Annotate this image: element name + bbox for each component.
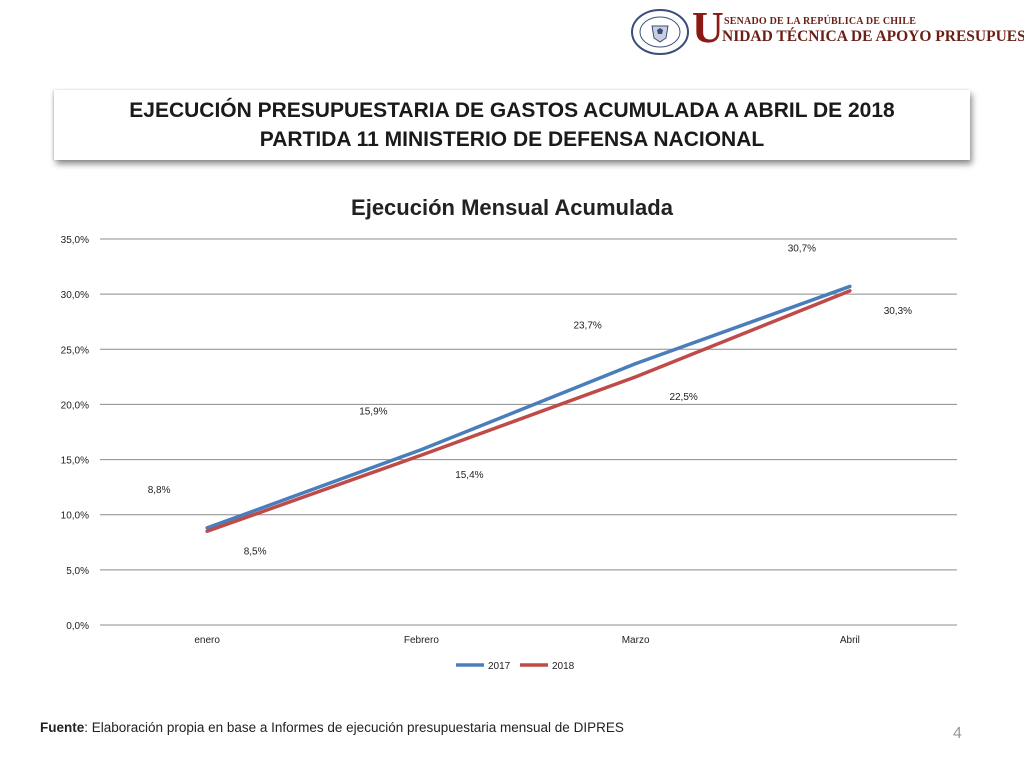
page-title: EJECUCIÓN PRESUPUESTARIA DE GASTOS ACUMU…: [129, 99, 895, 122]
chart-legend: 2017 2018: [456, 661, 575, 672]
legend-label: 2018: [552, 661, 575, 672]
x-tick-label: Abril: [840, 635, 860, 646]
chart-gridlines: [100, 238, 957, 626]
source-note: Fuente: Elaboración propia en base a Inf…: [40, 720, 624, 735]
legend-label: 2017: [488, 661, 511, 672]
chart-title: Ejecución Mensual Acumulada: [351, 195, 674, 220]
x-tick-label: enero: [194, 635, 220, 646]
data-label: 8,8%: [148, 485, 171, 496]
x-tick-label: Marzo: [622, 635, 650, 646]
data-label: 15,9%: [359, 407, 387, 418]
source-text: : Elaboración propia en base a Informes …: [84, 720, 624, 735]
y-tick-label: 35,0%: [61, 235, 89, 246]
data-label: 30,7%: [788, 243, 816, 254]
data-labels: 8,8% 15,9% 23,7% 30,7% 8,5% 15,4% 22,5% 30,3%: [148, 243, 912, 557]
y-axis-ticks: 0,0% 5,0% 10,0% 15,0% 20,0% 25,0% 30,0% 35,0%: [61, 235, 89, 632]
y-tick-label: 5,0%: [66, 566, 89, 577]
y-tick-label: 25,0%: [61, 345, 89, 356]
logo-line1: SENADO DE LA REPÚBLICA DE CHILE: [724, 16, 917, 27]
title-box: EJECUCIÓN PRESUPUESTARIA DE GASTOS ACUMU…: [54, 90, 970, 160]
series-line-2017: [205, 284, 852, 530]
x-axis-ticks: enero Febrero Marzo Abril: [194, 635, 860, 646]
data-label: 23,7%: [573, 321, 601, 332]
y-tick-label: 20,0%: [61, 400, 89, 411]
x-tick-label: Febrero: [404, 635, 439, 646]
page-number: 4: [953, 725, 962, 742]
chart-series: [205, 284, 852, 534]
data-label: 30,3%: [884, 306, 912, 317]
source-label: Fuente: [40, 720, 85, 735]
series-line-2018: [205, 289, 852, 534]
page-subtitle: PARTIDA 11 MINISTERIO DE DEFENSA NACIONA…: [259, 128, 765, 151]
y-tick-label: 30,0%: [61, 290, 89, 301]
logo-initial: U: [692, 3, 724, 52]
data-label: 22,5%: [669, 392, 697, 403]
y-tick-label: 15,0%: [61, 456, 89, 467]
data-label: 15,4%: [455, 470, 483, 481]
senado-seal-icon: [631, 9, 689, 55]
y-tick-label: 0,0%: [66, 621, 89, 632]
logo-line2: NIDAD TÉCNICA DE APOYO PRESUPUESTARIO: [722, 28, 1024, 45]
y-tick-label: 10,0%: [61, 511, 89, 522]
data-label: 8,5%: [244, 546, 267, 557]
senado-logo: U SENADO DE LA REPÚBLICA DE CHILE NIDAD …: [626, 3, 1024, 58]
